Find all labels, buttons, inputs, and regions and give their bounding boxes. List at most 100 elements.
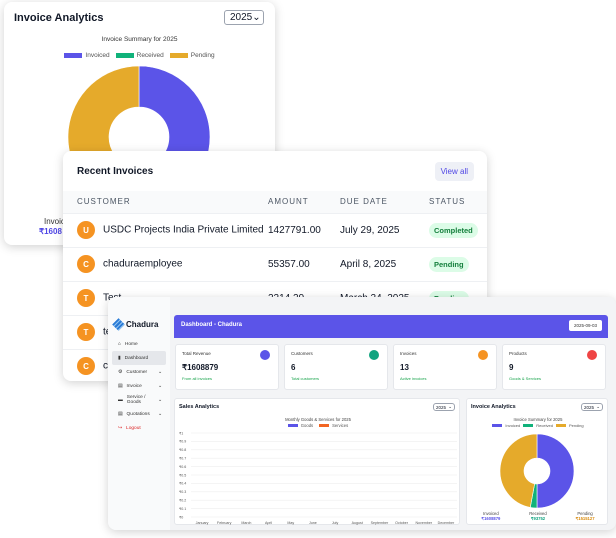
total-received: Received ₹93752	[529, 511, 547, 521]
footer-label: Invoic	[44, 217, 65, 226]
legend-goods: Goods	[287, 423, 313, 428]
stat-card: Products 9 Goods & Services	[502, 344, 606, 390]
sidebar-item-logout[interactable]: ↪ Logout	[118, 425, 141, 431]
stat-card: Invoices 13 Active invoices	[393, 344, 497, 390]
stat-label: Customers	[291, 351, 313, 356]
x-tick-label: July	[332, 521, 339, 525]
stat-card: Customers 6 Total customers	[284, 344, 388, 390]
stat-sub: Active invoices	[400, 376, 427, 381]
due-date: April 8, 2025	[340, 246, 429, 281]
stat-icon	[260, 350, 270, 360]
stat-label: Invoices	[400, 351, 417, 356]
x-tick-label: September	[371, 521, 389, 525]
sales-year-select[interactable]: 2025 ⌄	[433, 403, 455, 411]
status-badge: Pending	[429, 256, 469, 272]
card-title: Invoice Analytics	[14, 12, 104, 24]
x-tick-label: March	[241, 521, 251, 525]
col-customer: CUSTOMER	[63, 191, 268, 213]
sidebar-item-home[interactable]: ⌂ Home	[118, 341, 138, 347]
date-field[interactable]: 2025-09-03	[568, 320, 602, 331]
chart-title: Invoice Summary for 2025	[101, 36, 178, 43]
status-badge: Completed	[429, 222, 478, 238]
x-tick-label: April	[265, 521, 272, 525]
nav-icon: ▬	[118, 397, 123, 403]
sidebar-item-dashboard[interactable]: ▮ Dashboard	[112, 351, 166, 365]
col-amount: AMOUNT	[268, 191, 340, 213]
y-tick-label: ₹0.7	[179, 457, 186, 461]
stat-icon	[478, 350, 488, 360]
stat-sub: From all invoices	[182, 376, 213, 381]
nav-icon: ⚙	[118, 369, 123, 375]
panel-title: Invoice Analytics	[471, 404, 516, 410]
stat-label: Products	[509, 351, 527, 356]
col-due-date: DUE DATE	[340, 191, 429, 213]
y-tick-label: ₹0.6	[179, 465, 186, 469]
sales-bar-chart: ₹1 ₹0.9 ₹0.8 ₹0.7 ₹0.6 ₹0.5 ₹0.4 ₹0.3 ₹0.2 ₹0.1 ₹0…	[179, 431, 457, 525]
stat-icon	[587, 350, 597, 360]
legend-services: Services	[319, 423, 348, 428]
slice-invoiced[interactable]	[536, 433, 575, 509]
invoice-donut-chart-small	[499, 433, 575, 509]
y-tick-label: ₹1	[179, 431, 183, 435]
stat-value: 9	[509, 363, 514, 372]
stat-sub: Goods & Services	[509, 376, 542, 381]
legend-pending: Pending	[555, 423, 584, 428]
nav-icon: ▤	[118, 383, 123, 389]
chadura-logo-icon	[112, 317, 125, 331]
chart-legend: Invoiced Received Pending	[4, 52, 275, 59]
sales-analytics-panel: Sales Analytics 2025 ⌄ Monthly Goods & Se…	[174, 398, 460, 525]
nav-icon: ↪	[118, 425, 123, 431]
chevron-down-icon: ⌄	[157, 369, 162, 375]
slice-pending[interactable]	[499, 433, 538, 508]
x-tick-label: January	[196, 521, 209, 525]
x-tick-label: December	[438, 521, 455, 525]
legend-received: Received	[523, 423, 553, 428]
panel-title: Sales Analytics	[179, 404, 220, 410]
invoice-year-select[interactable]: 2025 ⌄	[581, 403, 603, 411]
dashboard-header: Dashboard - Chadura 2025-09-03	[174, 315, 608, 338]
stat-value: ₹1608879	[182, 363, 219, 372]
sidebar-item-quotations[interactable]: ▤ Quotations ⌄	[118, 411, 162, 417]
chart-title: Monthly Goods & Services for 2025	[285, 417, 351, 422]
sidebar-item-service-goods[interactable]: ▬ Service / Goods ⌄	[118, 395, 162, 405]
year-value: 2025	[230, 12, 253, 23]
x-tick-label: November	[415, 521, 432, 525]
sidebar-item-invoice[interactable]: ▤ Invoice ⌄	[118, 383, 162, 389]
dashboard-window: Chadura ⌂ Home ▮ Dashboard ⚙ Customer ⌄ ▤ Invoic…	[108, 297, 616, 530]
legend-invoiced: Invoiced	[492, 423, 520, 428]
chart-legend: Invoiced Received Pending	[467, 423, 609, 428]
col-status: STATUS	[429, 191, 487, 213]
legend-received: Received	[115, 52, 164, 59]
footer-value: ₹1608	[39, 227, 62, 236]
customer-name: USDC Projects India Private Limited	[103, 224, 264, 236]
customer-avatar: T	[77, 289, 95, 307]
x-tick-label: October	[395, 521, 409, 525]
card-title: Recent Invoices	[77, 165, 154, 177]
y-tick-label: ₹0	[179, 515, 183, 519]
y-tick-label: ₹0.2	[179, 499, 186, 503]
x-tick-label: August	[352, 521, 363, 525]
view-all-button[interactable]: View all	[434, 161, 474, 181]
due-date: July 29, 2025	[340, 212, 429, 247]
header-title: Dashboard - Chadura	[181, 322, 243, 328]
stat-icon	[369, 350, 379, 360]
legend-invoiced: Invoiced	[64, 52, 110, 59]
chevron-down-icon: ⌄	[596, 404, 600, 409]
sidebar-item-customer[interactable]: ⚙ Customer ⌄	[118, 369, 162, 375]
chevron-down-icon: ⌄	[157, 397, 162, 403]
legend-pending: Pending	[169, 52, 215, 59]
chart-legend: Goods Services	[175, 423, 461, 428]
customer-avatar: U	[77, 221, 95, 239]
stat-sub: Total customers	[291, 376, 320, 381]
customer-avatar: C	[77, 357, 95, 376]
table-row[interactable]: U USDC Projects India Private Limited 142…	[63, 212, 487, 247]
y-tick-label: ₹0.4	[179, 482, 186, 486]
nav-icon: ▤	[118, 411, 123, 417]
year-select[interactable]: 2025 ⌄	[224, 10, 264, 25]
chevron-down-icon: ⌄	[157, 411, 162, 417]
nav-icon: ▮	[118, 355, 121, 361]
stat-card: Total Revenue ₹1608879 From all invoices	[175, 344, 279, 390]
amount: 55357.00	[268, 246, 340, 281]
amount: 1427791.00	[268, 212, 340, 247]
